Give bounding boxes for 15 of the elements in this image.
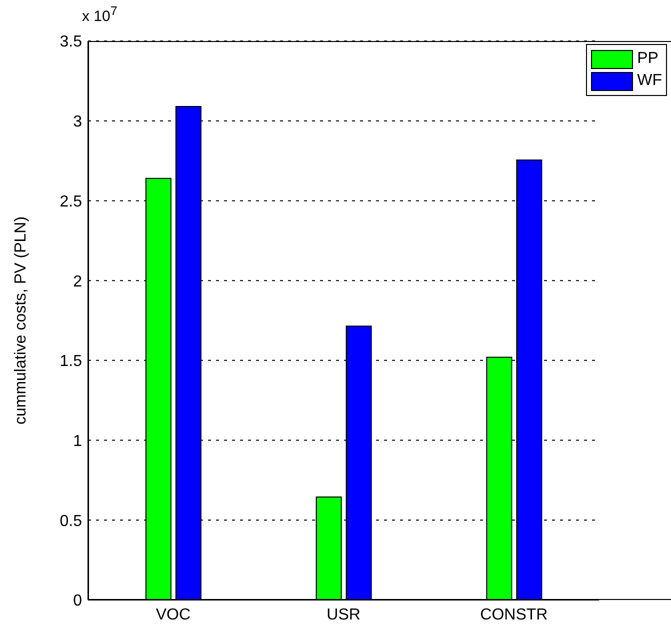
y-tick-label: 3.5 bbox=[60, 34, 82, 51]
x-tick-label: VOC bbox=[156, 606, 191, 624]
y-tick-label: 0.5 bbox=[60, 512, 82, 530]
y-tick-label: 2 bbox=[73, 273, 82, 290]
legend-label: PP bbox=[637, 50, 658, 68]
y-tick-label: 1 bbox=[73, 432, 82, 450]
y-axis-title: cummulative costs, PV (PLN) bbox=[12, 216, 30, 425]
legend-label: WF bbox=[637, 72, 662, 90]
y-tick-label: 2.5 bbox=[60, 193, 82, 210]
x-tick-label: CONSTR bbox=[480, 606, 548, 624]
y-tick-label: 3 bbox=[73, 114, 82, 131]
text: x 10$^{7}$ bbox=[82, 4, 118, 25]
x-tick-label: USR bbox=[326, 606, 360, 624]
y-tick-label: 1.5 bbox=[60, 353, 82, 370]
y-tick-label: 0 bbox=[73, 592, 82, 610]
